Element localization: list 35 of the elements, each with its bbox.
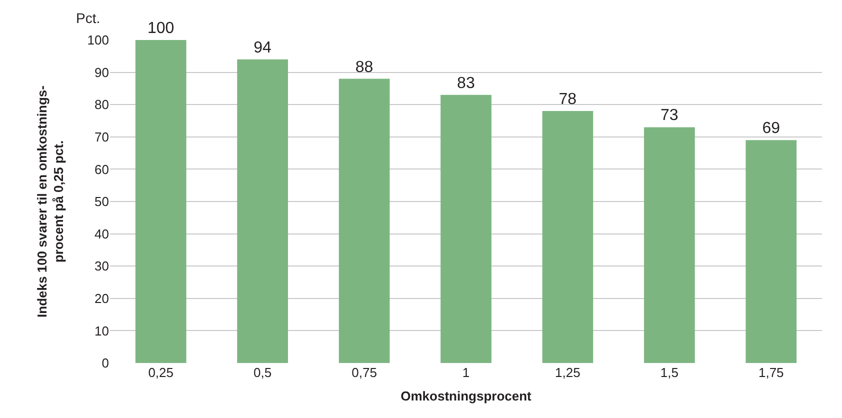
bar [338,78,390,363]
x-tick-label: 0,25 [148,365,174,380]
data-label: 100 [147,20,174,37]
data-label: 88 [355,58,374,76]
x-tick-label: 1,75 [758,365,784,380]
y-tick-label: 10 [94,323,109,338]
data-label: 73 [660,107,678,124]
y-tick-label: 30 [94,258,109,274]
bar [542,111,594,363]
x-axis-title: Omkostningsprocent [400,388,532,404]
x-tick-label: 1,25 [555,365,580,380]
bar [746,140,797,363]
bar [644,127,695,363]
x-tick-label: 0,75 [352,365,377,380]
data-label: 69 [762,120,780,138]
y-tick-label: 100 [87,32,109,48]
y-tick-label: 40 [94,226,109,242]
text: Pct. [76,10,100,26]
y-tick-label: 70 [94,129,109,144]
y-tick-label: 20 [94,290,109,306]
data-label: 78 [558,91,577,108]
data-label: 94 [254,39,272,56]
data-label: 83 [457,74,475,92]
bar [135,40,186,363]
bar [440,94,492,363]
y-tick-label: 0 [102,356,109,371]
bar [237,59,288,363]
y-tick-label: 60 [94,162,109,177]
x-tick-label: 1,5 [660,365,678,380]
y-tick-label: 50 [94,194,109,210]
y-axis-title: Indeks 100 svarer til en omkostnings- procent på 0,25 pct. [34,86,66,318]
y-tick-label: 80 [94,97,109,112]
y-tick-label: 90 [94,64,109,80]
x-tick-label: 0,5 [254,365,272,380]
x-tick-label: 1 [462,365,470,380]
